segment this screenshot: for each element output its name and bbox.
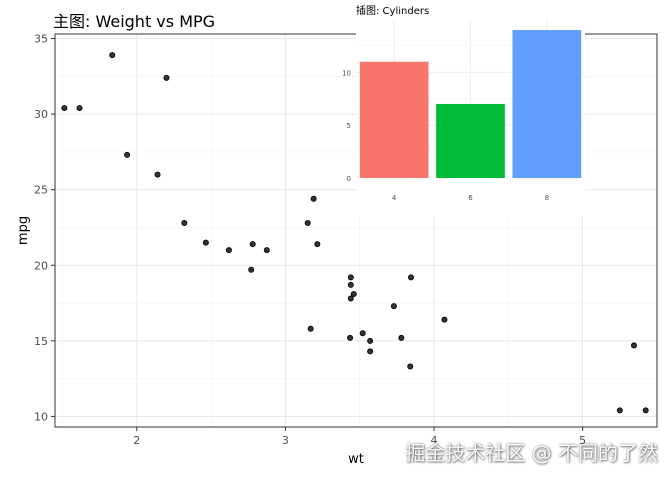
scatter-point: [307, 325, 314, 332]
scatter-point: [225, 247, 232, 254]
x-tick-label: 5: [579, 434, 586, 447]
scatter-point: [367, 337, 374, 344]
chart-title: 主图: Weight vs MPG: [53, 12, 215, 31]
scatter-point: [407, 363, 414, 370]
inset-y-tick-label: 10: [342, 69, 351, 77]
scatter-point: [367, 348, 374, 355]
scatter-point: [642, 407, 649, 414]
inset-x-tick-label: 8: [545, 194, 549, 202]
y-tick-label: 25: [34, 184, 48, 197]
scatter-point: [304, 219, 311, 226]
scatter-point: [109, 52, 116, 59]
scatter-point: [202, 239, 209, 246]
inset-bar: [436, 104, 505, 178]
scatter-point: [124, 151, 131, 158]
inset-y-tick-label: 5: [347, 122, 351, 130]
y-axis-label: mpg: [16, 216, 31, 245]
scatter-point: [441, 316, 448, 323]
y-tick-label: 20: [34, 259, 48, 272]
scatter-points: [61, 52, 649, 414]
scatter-point: [390, 303, 397, 310]
scatter-point: [154, 171, 161, 178]
scatter-point: [398, 334, 405, 341]
scatter-point: [347, 295, 354, 302]
inset-bar: [359, 61, 429, 178]
scatter-point: [248, 266, 255, 273]
scatter-point: [347, 274, 354, 281]
x-tick-label: 3: [282, 434, 289, 447]
scatter-point: [407, 274, 414, 281]
scatter-point: [616, 407, 623, 414]
scatter-point: [163, 74, 170, 81]
scatter-point: [347, 281, 354, 288]
scatter-point: [350, 290, 357, 297]
scatter-point: [61, 105, 68, 112]
x-axis-label: wt: [348, 452, 364, 467]
inset-plot: 插图: Cylinders 4 6 8 0 5 10: [342, 4, 585, 217]
scatter-point: [76, 105, 83, 112]
y-tick-label: 10: [34, 410, 48, 423]
scatter-point: [263, 247, 270, 254]
inset-title: 插图: Cylinders: [356, 4, 429, 17]
y-tick-label: 30: [34, 108, 48, 121]
x-tick-label: 2: [133, 434, 140, 447]
inset-y-tick-label: 0: [347, 175, 351, 183]
scatter-point: [310, 195, 317, 202]
scatter-point: [630, 342, 637, 349]
y-tick-label: 15: [34, 335, 48, 348]
watermark-text: 掘金技术社区 @ 不同的了然: [405, 441, 658, 465]
y-tick-label: 35: [34, 33, 48, 46]
inset-bar: [512, 30, 582, 178]
scatter-point: [181, 219, 188, 226]
x-tick-label: 4: [431, 434, 438, 447]
inset-x-tick-label: 6: [468, 194, 473, 202]
scatter-point: [314, 241, 321, 248]
scatter-point: [347, 334, 354, 341]
scatter-point: [249, 241, 256, 248]
scatter-point: [359, 330, 366, 337]
inset-x-tick-label: 4: [392, 194, 397, 202]
